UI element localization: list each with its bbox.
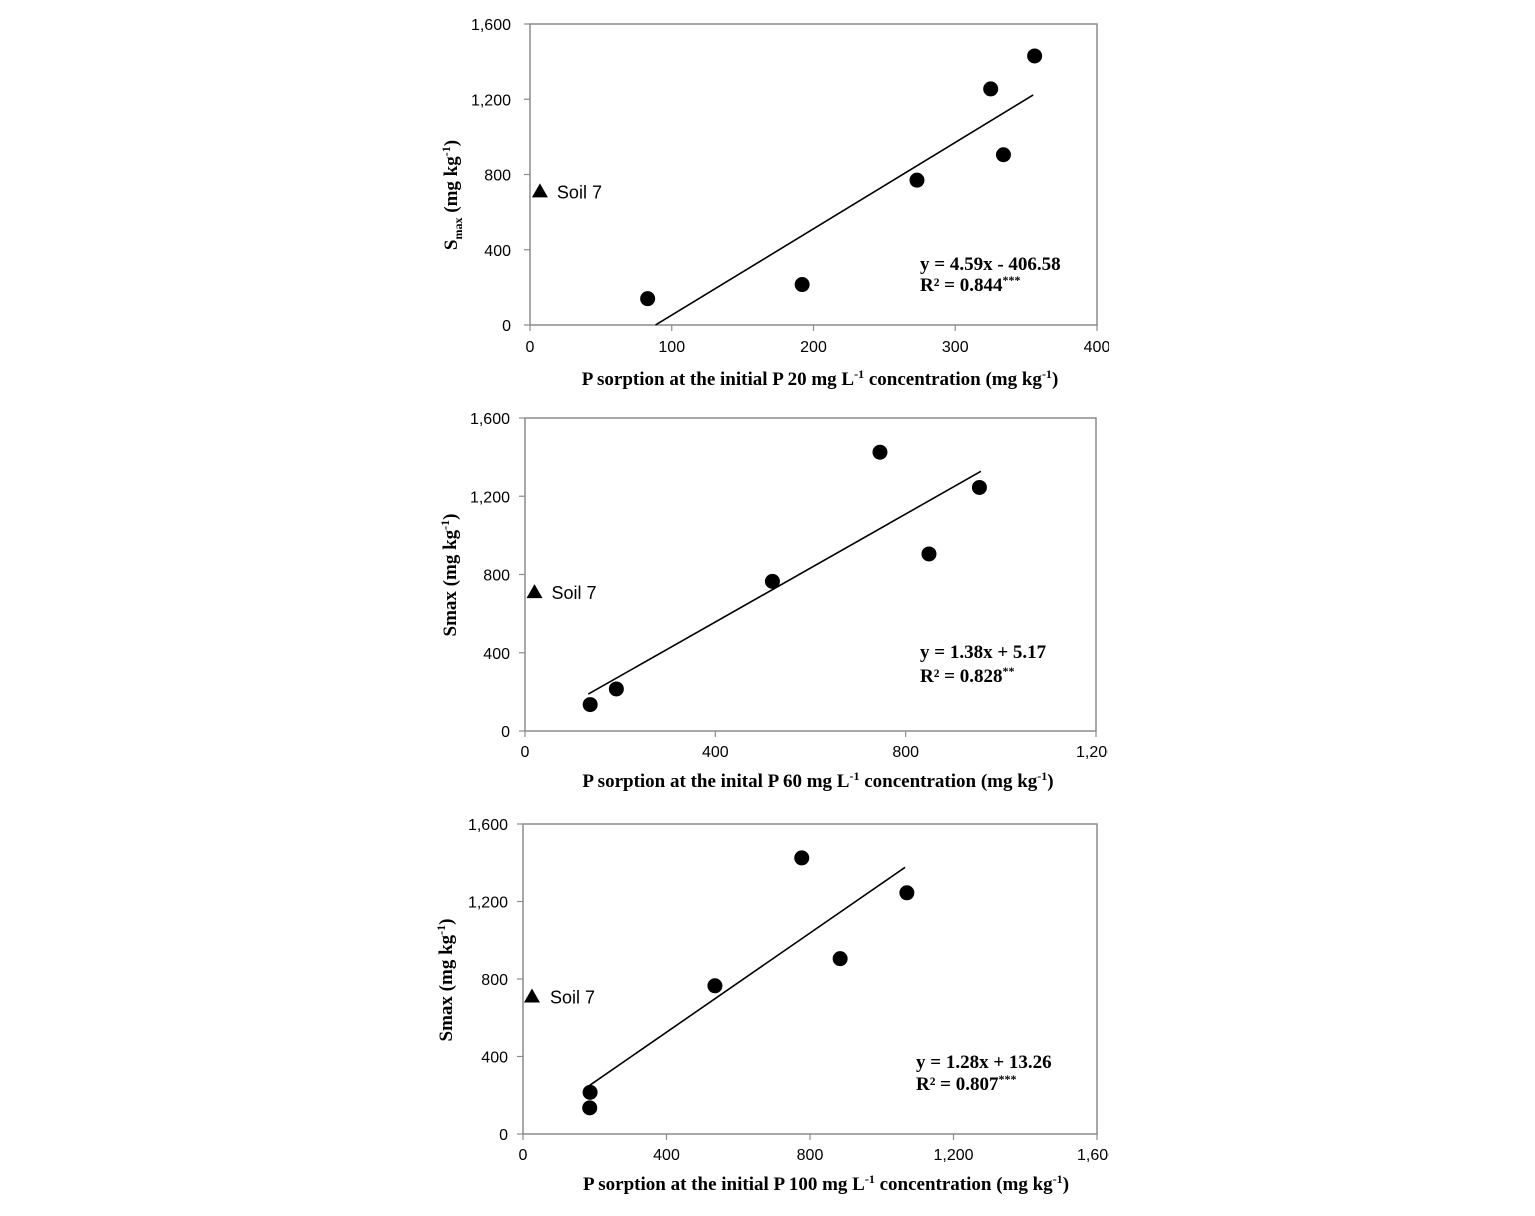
data-point-5	[832, 951, 848, 967]
plot-area-frame	[524, 417, 1097, 732]
y-tick-label: 0	[499, 1127, 508, 1144]
x-tick-label: 800	[797, 1147, 824, 1164]
x-tick-label: 800	[892, 744, 919, 761]
y-tick-label: 0	[502, 318, 511, 335]
y-axis-title: Smax (mg kg-1)	[434, 919, 457, 1042]
y-tick-label: 1,200	[470, 489, 510, 506]
regression-line	[655, 94, 1034, 326]
x-axis-title: P sorption at the initial P 100 mg L-1 c…	[583, 1172, 1069, 1195]
y-tick-label: 0	[501, 724, 510, 741]
outlier-triangle-marker	[526, 584, 543, 599]
data-point-1	[582, 1100, 598, 1116]
outlier-label: Soil 7	[557, 182, 602, 202]
data-point-2	[582, 1084, 598, 1100]
y-tick-label: 800	[483, 568, 510, 585]
data-point-4	[983, 81, 999, 97]
y-tick-label: 400	[483, 646, 510, 663]
x-tick-label: 0	[521, 744, 530, 761]
y-axis-title: Smax (mg kg-1)	[438, 514, 461, 637]
data-point-6	[899, 885, 915, 901]
y-axis-title: Smax (mg kg-1)	[439, 140, 465, 250]
y-tick-label: 1,200	[471, 92, 511, 109]
data-point-5	[921, 546, 937, 562]
regression-line	[589, 866, 906, 1086]
y-tick-label: 1,600	[471, 17, 511, 34]
y-tick-label: 400	[484, 243, 511, 260]
data-point-2	[794, 277, 810, 293]
x-tick-label: 0	[519, 1147, 528, 1164]
data-point-6	[1027, 48, 1043, 64]
x-axis-title: P sorption at the inital P 60 mg L-1 con…	[582, 769, 1053, 792]
data-point-1	[640, 291, 656, 307]
chart-panel-1: 0 100 200 300 400 0 400 800 1,200 1,600 Soil 7 y = …	[439, 17, 1111, 390]
x-tick-label: 1,200	[933, 1147, 973, 1164]
chart-panel-2: 0 400 800 1,200 0 400 800 1,200 1,600 Soil 7 y = 1…	[438, 411, 1116, 792]
data-point-4	[794, 850, 810, 866]
x-axis-title: P sorption at the initial P 20 mg L-1 co…	[582, 367, 1059, 390]
regression-equation: y = 4.59x - 406.58	[920, 254, 1061, 275]
r-squared-label: R² = 0.807***	[916, 1072, 1017, 1095]
data-point-2	[608, 681, 624, 697]
y-tick-label: 1,200	[468, 895, 508, 912]
outlier-triangle-marker	[523, 988, 540, 1003]
x-tick-label: 300	[942, 339, 969, 356]
data-point-4	[872, 444, 888, 460]
x-tick-label: 400	[653, 1147, 680, 1164]
y-tick-label: 800	[484, 168, 511, 185]
data-point-3	[707, 978, 723, 994]
plot-area-frame	[522, 823, 1098, 1135]
x-tick-label: 200	[800, 339, 827, 356]
chart-panel-3: 0 400 800 1,200 1,600 0 400 800 1,200 1,600 Soil 7…	[434, 817, 1117, 1195]
data-point-5	[995, 147, 1011, 163]
x-tick-label: 1,600	[1077, 1147, 1117, 1164]
x-tick-label: 0	[526, 339, 535, 356]
y-tick-label: 800	[481, 972, 508, 989]
outlier-label: Soil 7	[552, 583, 597, 603]
regression-equation: y = 1.28x + 13.26	[916, 1052, 1052, 1073]
data-point-6	[971, 479, 987, 495]
outlier-label: Soil 7	[550, 987, 595, 1007]
y-tick-label: 1,600	[470, 411, 510, 428]
data-point-1	[582, 697, 598, 713]
y-tick-label: 1,600	[468, 817, 508, 834]
data-point-3	[764, 573, 780, 589]
r-squared-label: R² = 0.844***	[920, 273, 1021, 296]
x-tick-label: 400	[702, 744, 729, 761]
x-tick-label: 1,200	[1076, 744, 1116, 761]
data-point-3	[909, 172, 925, 188]
x-tick-label: 400	[1084, 339, 1111, 356]
regression-line	[587, 470, 982, 695]
r-squared-label: R² = 0.828**	[920, 664, 1015, 687]
x-tick-label: 100	[658, 339, 685, 356]
outlier-triangle-marker	[531, 183, 548, 198]
regression-equation: y = 1.38x + 5.17	[920, 642, 1047, 663]
y-tick-label: 400	[481, 1050, 508, 1067]
